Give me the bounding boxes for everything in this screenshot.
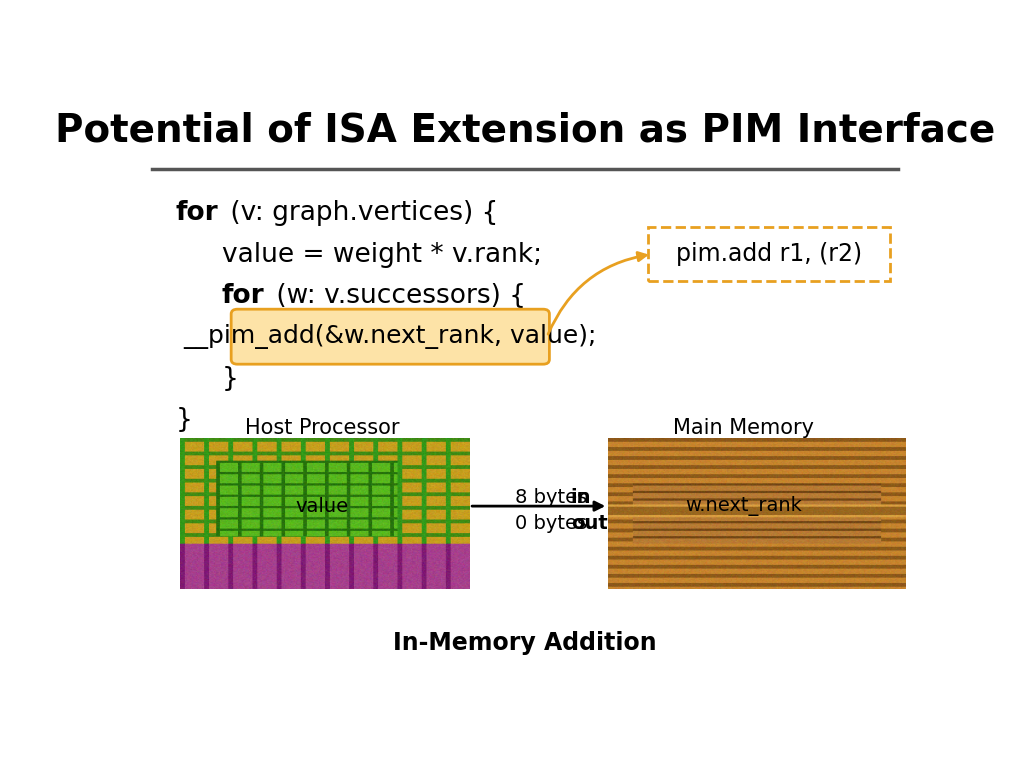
Text: value: value	[296, 497, 349, 515]
Text: 8 bytes: 8 bytes	[515, 488, 594, 507]
Text: (v: graph.vertices) {: (v: graph.vertices) {	[221, 200, 498, 227]
FancyBboxPatch shape	[656, 488, 831, 525]
Text: for: for	[176, 200, 218, 227]
Text: Host Processor: Host Processor	[245, 418, 399, 438]
Text: Main Memory: Main Memory	[673, 418, 813, 438]
Text: 0 bytes: 0 bytes	[515, 515, 594, 533]
Text: }: }	[176, 407, 193, 433]
Text: for: for	[221, 283, 264, 310]
Text: value = weight * v.rank;: value = weight * v.rank;	[221, 242, 542, 268]
Text: pim.add r1, (r2): pim.add r1, (r2)	[676, 242, 862, 266]
Text: }: }	[221, 366, 239, 392]
Text: Potential of ISA Extension as PIM Interface: Potential of ISA Extension as PIM Interf…	[54, 111, 995, 150]
FancyBboxPatch shape	[269, 488, 376, 525]
FancyBboxPatch shape	[231, 310, 550, 364]
Text: In-Memory Addition: In-Memory Addition	[393, 631, 656, 655]
Text: (w: v.successors) {: (w: v.successors) {	[267, 283, 525, 310]
Text: w.next_rank: w.next_rank	[685, 496, 802, 516]
FancyBboxPatch shape	[648, 227, 890, 281]
Text: out: out	[570, 515, 607, 533]
Text: in: in	[570, 488, 591, 507]
Text: __pim_add(&w.next_rank, value);: __pim_add(&w.next_rank, value);	[183, 324, 597, 349]
